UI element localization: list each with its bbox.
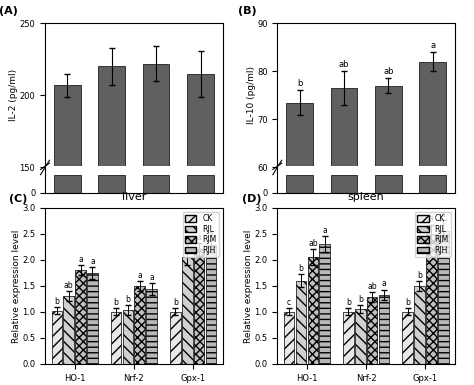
Bar [296,281,306,364]
Text: b: b [126,295,130,304]
Text: ab: ab [367,282,377,291]
Text: a: a [149,273,154,282]
Bar [194,249,204,364]
Text: b: b [405,298,410,307]
Bar [414,286,425,364]
Bar [187,175,214,192]
Bar [426,234,437,364]
Bar [206,245,216,364]
Text: c: c [287,298,291,307]
Text: ab: ab [308,239,318,248]
Text: (A): (A) [0,7,18,17]
Text: a: a [441,210,446,219]
Bar [87,273,98,364]
Bar [187,74,214,167]
Bar [379,295,389,364]
Text: a: a [382,280,386,288]
Bar [170,312,181,364]
Text: a: a [137,271,142,280]
Text: a: a [90,256,95,266]
Y-axis label: Relative expression level: Relative expression level [244,229,253,343]
Text: a: a [185,239,190,248]
Bar [64,296,74,364]
Bar [286,175,313,192]
Legend: CK, RJL, RJM, RJH: CK, RJL, RJM, RJH [415,212,451,257]
Text: b: b [114,298,118,307]
Bar [143,175,170,192]
Text: a: a [322,226,327,236]
Bar [319,244,330,364]
Bar [99,67,125,167]
Text: b: b [55,297,59,306]
Text: b: b [358,295,363,304]
Bar [308,257,318,364]
Bar [284,312,294,364]
Bar [343,312,354,364]
Bar [123,310,133,364]
Text: b: b [346,298,351,307]
Bar [146,289,157,364]
Text: a: a [429,214,434,223]
Text: b: b [173,298,178,307]
Title: liver: liver [122,192,146,202]
Text: a: a [209,230,213,239]
Bar [52,311,62,364]
Bar [402,312,413,364]
Text: (D): (D) [242,194,261,204]
Text: a: a [197,233,201,242]
Text: ab: ab [339,60,349,69]
Bar [367,297,377,364]
Text: (B): (B) [238,7,257,17]
Text: b: b [299,264,303,273]
Bar [111,312,121,364]
Bar [330,88,357,167]
Text: a: a [78,255,83,264]
Title: spleen: spleen [348,192,384,202]
Bar [75,270,86,364]
Text: ab: ab [64,281,73,290]
Bar [135,286,145,364]
Bar [54,175,81,192]
Bar [143,64,170,167]
Y-axis label: IL-10 (pg/ml): IL-10 (pg/ml) [246,66,255,124]
Legend: CK, RJL, RJM, RJH: CK, RJL, RJM, RJH [182,212,219,257]
Bar [438,231,448,364]
Bar [182,257,192,364]
Bar [99,175,125,192]
Bar [375,86,401,167]
Text: a: a [430,40,436,50]
Bar [286,102,313,167]
Bar [54,85,81,167]
Bar [419,175,446,192]
Bar [355,309,365,364]
Y-axis label: Relative expression level: Relative expression level [12,229,21,343]
Bar [330,175,357,192]
Text: (C): (C) [9,194,28,204]
Bar [419,62,446,167]
Bar [375,175,401,192]
Y-axis label: IL-2 (pg/ml): IL-2 (pg/ml) [9,69,18,121]
Text: ab: ab [383,67,393,76]
Text: b: b [297,79,302,88]
Text: b: b [417,271,422,280]
